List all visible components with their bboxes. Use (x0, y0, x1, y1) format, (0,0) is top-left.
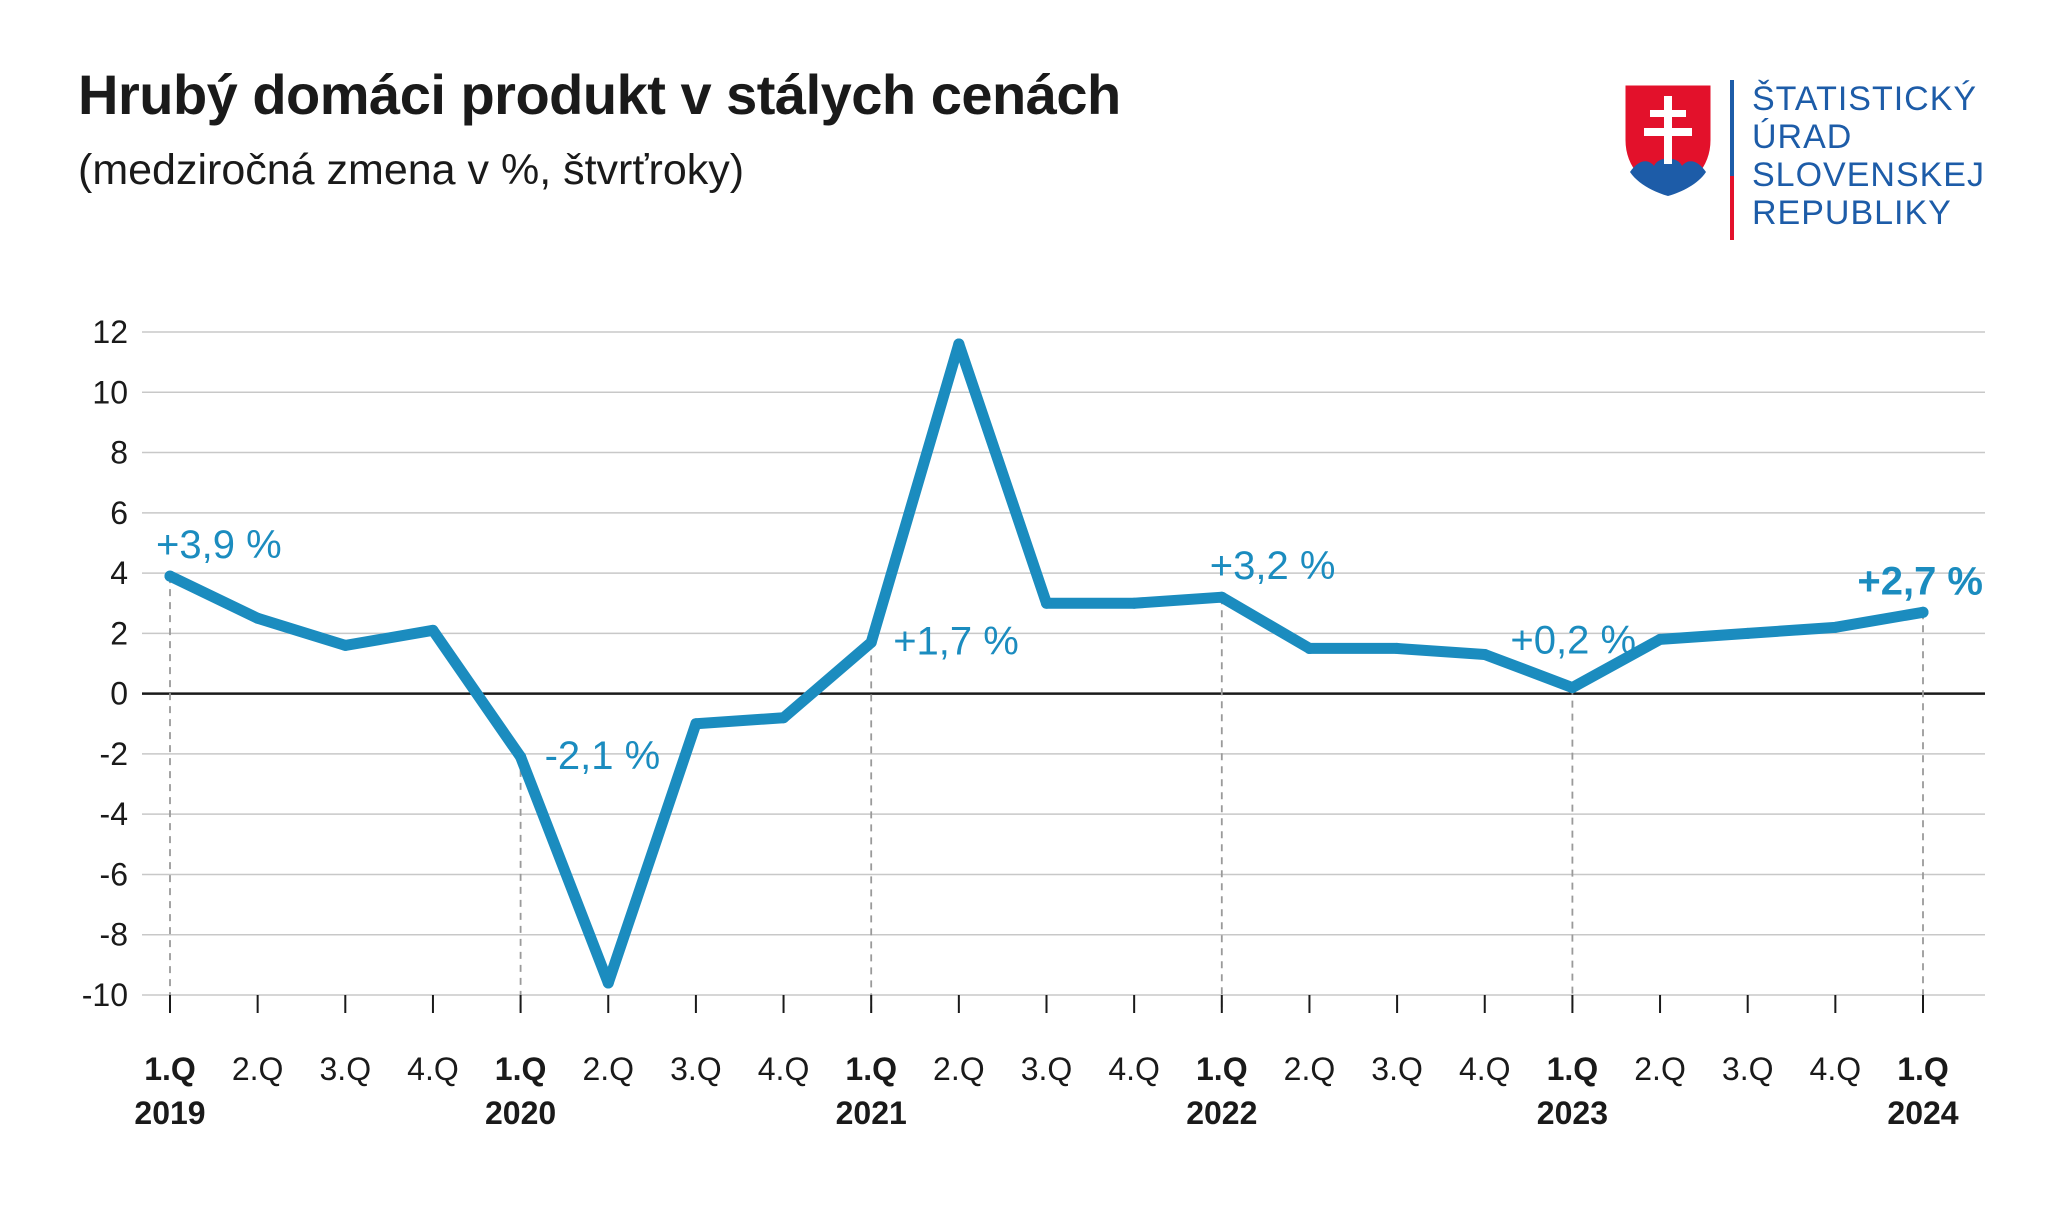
data-point (690, 718, 702, 730)
data-label: +0,2 % (1510, 619, 1636, 663)
x-tick-label: 4.Q (758, 1051, 810, 1087)
x-tick-label: 3.Q (1722, 1051, 1774, 1087)
data-point (339, 639, 351, 651)
x-tick-label: 3.Q (320, 1051, 372, 1087)
data-point (865, 636, 877, 648)
y-tick-label: -4 (100, 796, 128, 832)
data-label: +3,2 % (1210, 544, 1336, 588)
data-label: +2,7 % (1857, 559, 1983, 603)
y-tick-label: 4 (110, 555, 128, 591)
logo-line: ŠTATISTICKÝ (1752, 80, 1978, 118)
data-point (1829, 621, 1841, 633)
data-label: +3,9 % (156, 523, 282, 567)
x-tick-label: 2.Q (232, 1051, 284, 1087)
x-tick-year-label: 2023 (1537, 1095, 1608, 1131)
y-tick-label: -2 (100, 736, 128, 772)
x-tick-label: 2.Q (933, 1051, 985, 1087)
x-tick-label: 1.Q (1196, 1051, 1248, 1087)
data-label: -2,1 % (545, 734, 661, 778)
data-point (1216, 591, 1228, 603)
logo-line: REPUBLIKY (1752, 194, 1952, 232)
x-tick-label: 1.Q (1547, 1051, 1599, 1087)
logo-line: SLOVENSKEJ (1752, 156, 1985, 194)
data-point (953, 338, 965, 350)
data-point (1391, 642, 1403, 654)
data-label: +1,7 % (893, 619, 1019, 663)
data-point (252, 612, 264, 624)
data-point (602, 977, 614, 989)
data-point (1566, 682, 1578, 694)
x-tick-label: 1.Q (845, 1051, 897, 1087)
statistical-office-logo: ŠTATISTICKÝ ÚRAD SLOVENSKEJ REPUBLIKY (1620, 80, 2020, 240)
data-point (1479, 648, 1491, 660)
x-tick-year-label: 2021 (836, 1095, 907, 1131)
x-tick-label: 2.Q (1634, 1051, 1686, 1087)
gdp-series-line (164, 338, 1929, 989)
x-tick-label: 4.Q (407, 1051, 459, 1087)
data-point (164, 570, 176, 582)
data-point (1654, 633, 1666, 645)
y-tick-label: -6 (100, 856, 128, 892)
slovak-coat-of-arms-icon (1622, 82, 1714, 198)
x-tick-label: 2.Q (582, 1051, 634, 1087)
x-tick-year-label: 2020 (485, 1095, 556, 1131)
y-tick-label: 0 (110, 676, 128, 712)
x-tick-label: 1.Q (495, 1051, 547, 1087)
data-point (1303, 642, 1315, 654)
y-tick-label: 8 (110, 435, 128, 471)
chart-subtitle: (medziročná zmena v %, štvrťroky) (78, 146, 745, 194)
logo-text: ŠTATISTICKÝ ÚRAD SLOVENSKEJ REPUBLIKY (1752, 80, 1985, 232)
x-tick-label: 3.Q (670, 1051, 722, 1087)
x-tick-label: 1.Q (144, 1051, 196, 1087)
data-point (1128, 597, 1140, 609)
logo-divider (1730, 80, 1734, 240)
data-point (1917, 606, 1929, 618)
y-tick-label: 10 (92, 374, 128, 410)
x-tick-label: 3.Q (1021, 1051, 1073, 1087)
x-tick-label: 1.Q (1897, 1051, 1949, 1087)
x-tick-label: 2.Q (1284, 1051, 1336, 1087)
y-tick-label: -10 (82, 977, 128, 1013)
x-tick-year-label: 2019 (134, 1095, 205, 1131)
x-tick-year-label: 2022 (1186, 1095, 1257, 1131)
y-tick-label: 12 (92, 314, 128, 350)
chart-title: Hrubý domáci produkt v stálych cenách (78, 63, 1121, 126)
x-tick-label: 4.Q (1810, 1051, 1862, 1087)
y-tick-label: -8 (100, 917, 128, 953)
data-point (778, 712, 790, 724)
data-point (427, 624, 439, 636)
x-tick-label: 4.Q (1459, 1051, 1511, 1087)
y-tick-label: 2 (110, 615, 128, 651)
data-point (1041, 597, 1052, 609)
x-tick-year-label: 2024 (1887, 1095, 1958, 1131)
logo-line: ÚRAD (1752, 118, 1853, 156)
data-point (515, 751, 527, 763)
x-tick-label: 3.Q (1371, 1051, 1423, 1087)
y-tick-label: 6 (110, 495, 128, 531)
data-point (1742, 627, 1754, 639)
x-tick-label: 4.Q (1108, 1051, 1160, 1087)
